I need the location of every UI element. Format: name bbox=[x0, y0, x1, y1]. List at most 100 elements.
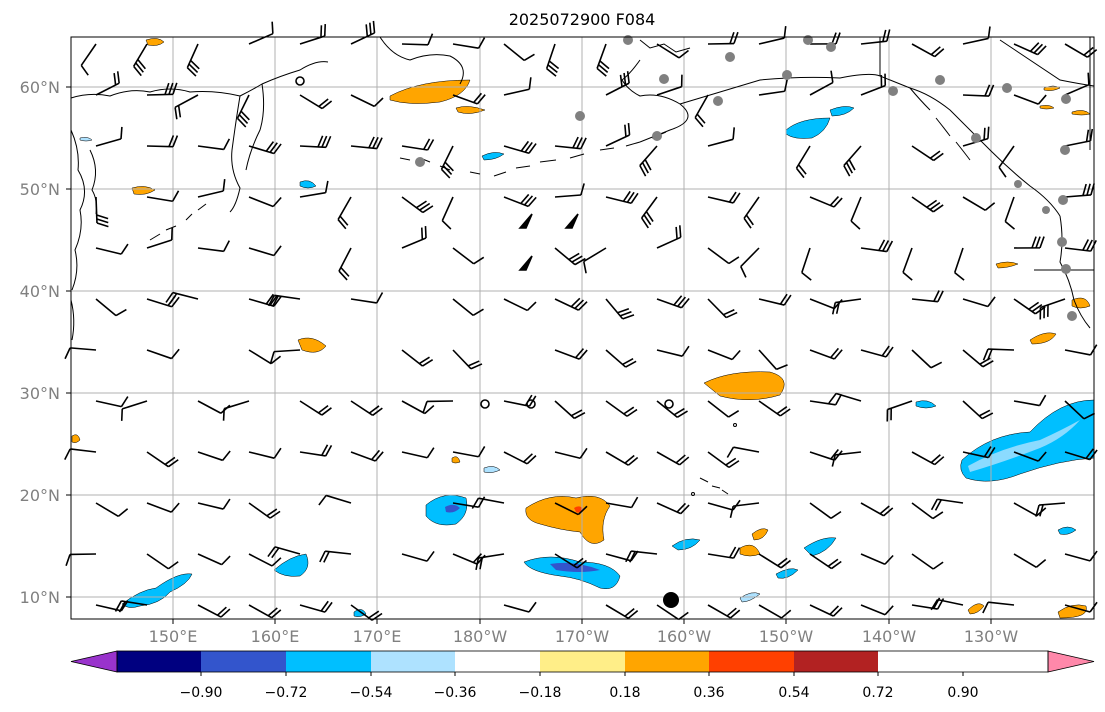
wind-barb-feather bbox=[223, 240, 231, 252]
wind-barb bbox=[707, 604, 731, 619]
wind-barb-feather bbox=[623, 406, 635, 415]
wind-barb-feather bbox=[733, 31, 739, 44]
wind-barb-feather bbox=[523, 195, 534, 206]
wind-barb-feather bbox=[627, 456, 639, 466]
wind-barb-feather bbox=[731, 349, 741, 361]
wind-barb bbox=[95, 502, 119, 518]
wind-barb bbox=[809, 604, 834, 617]
wind-barb bbox=[478, 497, 505, 504]
wind-barb bbox=[1013, 502, 1038, 517]
wind-barb-feather bbox=[984, 84, 991, 97]
wind-barb bbox=[911, 43, 936, 58]
wind-barb-feather bbox=[643, 214, 652, 226]
wind-barb bbox=[441, 196, 454, 222]
wind-barb bbox=[1013, 400, 1040, 407]
wind-barb bbox=[274, 546, 301, 555]
cb-tick-label: −0.18 bbox=[519, 685, 562, 701]
wind-barb-feather bbox=[845, 162, 854, 174]
wind-barb-feather bbox=[190, 59, 200, 70]
wind-barb-feather bbox=[323, 551, 330, 563]
wind-barb bbox=[937, 598, 964, 606]
wind-barb-feather bbox=[546, 68, 557, 77]
lat-label-60n: 60°N bbox=[20, 78, 60, 97]
wind-barb bbox=[707, 349, 733, 361]
wind-barb-feather bbox=[937, 290, 944, 303]
wind-barb bbox=[299, 145, 327, 149]
wind-barb-feather bbox=[271, 295, 279, 307]
wind-barb-feather bbox=[779, 408, 791, 417]
wind-barb-feather bbox=[96, 222, 109, 228]
wind-barb bbox=[962, 37, 989, 45]
wind-barb-feather bbox=[929, 150, 941, 159]
wind-barb bbox=[1064, 604, 1091, 613]
wind-barb bbox=[452, 298, 474, 316]
wind-barb-feather bbox=[831, 32, 837, 45]
wind-barb bbox=[1064, 451, 1091, 461]
wind-barb-feather bbox=[830, 347, 840, 359]
wind-barb bbox=[1039, 502, 1066, 506]
wind-barb-pennant bbox=[564, 213, 579, 229]
wind-barb bbox=[554, 247, 576, 266]
wind-barb bbox=[707, 451, 730, 469]
wind-barb bbox=[911, 451, 936, 466]
wind-barb-feather bbox=[64, 448, 71, 460]
wind-barb-feather bbox=[830, 449, 839, 460]
wind-barb bbox=[554, 400, 575, 419]
wind-barb bbox=[350, 145, 377, 150]
wind-barb bbox=[887, 400, 913, 411]
wind-barb-feather bbox=[882, 240, 890, 252]
wind-barb bbox=[337, 196, 352, 220]
wind-barb-feather bbox=[1085, 448, 1094, 459]
wind-barb-feather bbox=[676, 410, 688, 418]
wind-barb bbox=[197, 451, 223, 462]
wind-barb-feather bbox=[523, 53, 535, 62]
colorbar-segment bbox=[455, 651, 540, 672]
wind-barb-feather bbox=[673, 295, 683, 306]
wind-barb bbox=[197, 145, 224, 151]
wind-barb-feather bbox=[625, 360, 637, 368]
wind-barb-feather bbox=[1033, 43, 1044, 54]
cb-tick-label: −0.72 bbox=[265, 685, 308, 701]
wind-barb-feather bbox=[273, 143, 282, 155]
wind-barb bbox=[248, 349, 272, 365]
wind-barb-feather bbox=[114, 600, 123, 612]
wind-barb-feather bbox=[568, 252, 580, 261]
wind-barb-feather bbox=[624, 124, 627, 137]
wind-barb bbox=[809, 553, 832, 570]
wind-barb-feather bbox=[625, 550, 632, 563]
wind-barb-feather bbox=[934, 456, 945, 466]
wind-barb bbox=[707, 400, 729, 418]
wind-barb-feather bbox=[728, 460, 740, 469]
wind-barb-feather bbox=[427, 33, 434, 46]
wind-barb-feather bbox=[926, 199, 938, 208]
wind-barb-feather bbox=[368, 610, 380, 619]
wind-barb-feather bbox=[626, 191, 635, 203]
wind-barb bbox=[835, 392, 862, 402]
wind-barb-feather bbox=[576, 559, 587, 569]
wind-barb-feather bbox=[797, 164, 807, 175]
wind-barb bbox=[605, 451, 629, 466]
wind-barb-feather bbox=[526, 455, 537, 465]
wind-barb-feather bbox=[622, 190, 631, 202]
wind-barb-feather bbox=[886, 240, 894, 252]
wind-barb-feather bbox=[80, 64, 89, 76]
wind-barb-feather bbox=[222, 498, 231, 510]
wind-barb bbox=[605, 349, 627, 368]
wind-barb-feather bbox=[266, 508, 278, 517]
wind-barb bbox=[70, 448, 97, 453]
wind-barb-feather bbox=[732, 192, 741, 204]
wind-barb-feather bbox=[375, 292, 384, 304]
wind-barb bbox=[248, 145, 275, 155]
wind-barb-feather bbox=[884, 605, 894, 616]
wind-barb bbox=[401, 349, 423, 367]
wind-barb bbox=[248, 247, 275, 257]
wind-barb-feather bbox=[680, 504, 690, 515]
wind-barb bbox=[911, 553, 934, 570]
wind-barb-feather bbox=[677, 296, 686, 307]
wind-barb-feather bbox=[1035, 236, 1041, 249]
wind-barb-feather bbox=[848, 159, 856, 171]
wind-barb-feather bbox=[165, 292, 174, 303]
wind-barb bbox=[452, 349, 472, 370]
wind-barb-feather bbox=[574, 299, 584, 310]
wind-barb bbox=[962, 298, 989, 308]
